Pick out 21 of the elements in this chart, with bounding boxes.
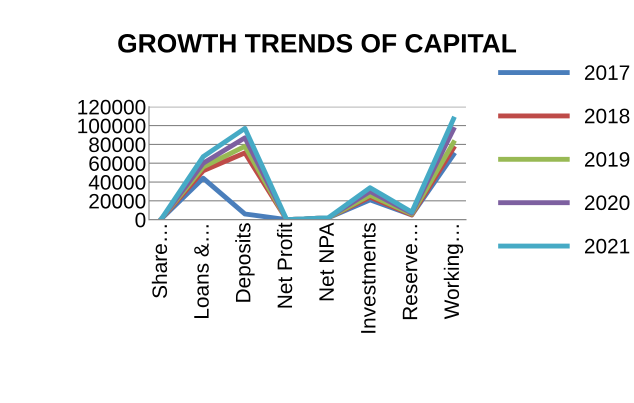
chart-title: GROWTH TRENDS OF CAPITAL: [118, 34, 516, 53]
y-tick-label: 80000: [89, 137, 146, 152]
legend-label: 2021: [584, 238, 630, 254]
legend-label: 2020: [584, 195, 630, 210]
legend-label: 2017: [584, 65, 630, 80]
y-tick-label: 120000: [78, 100, 146, 115]
legend-label: 2019: [584, 152, 630, 167]
y-tick-label: 20000: [89, 194, 146, 209]
x-tick-label: Reserve…: [402, 225, 418, 320]
x-tick-label: Share…: [152, 225, 168, 298]
y-tick-label: 60000: [89, 156, 146, 171]
y-tick-label: 100000: [78, 118, 146, 134]
x-tick-label: Loans &…: [194, 225, 209, 318]
legend-label: 2018: [584, 108, 630, 124]
y-tick-label: 40000: [88, 175, 146, 190]
x-tick-label: Net NPA: [319, 222, 334, 300]
x-tick-label: Deposits: [235, 223, 255, 302]
x-tick-label: Working…: [444, 225, 464, 320]
y-tick-label: 0: [135, 212, 146, 228]
x-tick-label: Investments: [361, 223, 376, 333]
x-tick-label: Net Profit: [276, 222, 292, 308]
